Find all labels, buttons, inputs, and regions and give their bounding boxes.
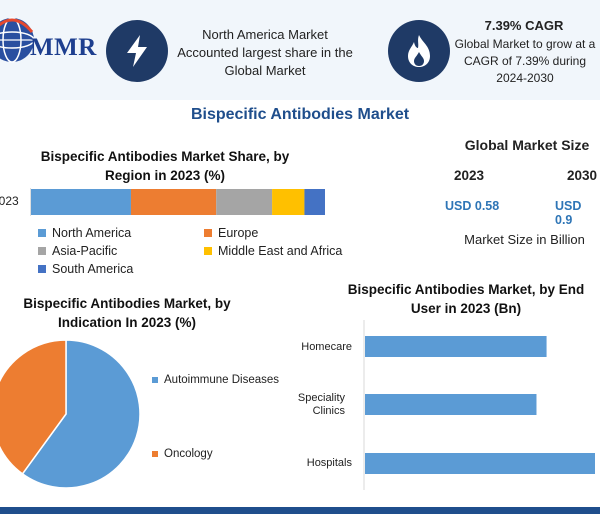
pie-slice-oncology [0, 339, 67, 475]
legend-oncology: Oncology [152, 448, 213, 460]
legend-swatch [152, 377, 158, 383]
region-chart-title: Bispecific Antibodies Market Share, by R… [40, 149, 290, 183]
legend-europe: Europe [204, 226, 258, 240]
main-title: Bispecific Antibodies Market [190, 106, 410, 123]
legend-label: North America [52, 226, 132, 240]
market-size-year-2023: 2023 [454, 168, 485, 183]
enduser-bar-hospitals [365, 453, 595, 474]
legend-swatch [204, 247, 212, 255]
market-size-note: Market Size in Billion [464, 232, 585, 247]
region-segment-asia-pacific [216, 189, 273, 215]
pie-slice-autoimmune-diseases [21, 339, 140, 489]
header-strip [0, 0, 600, 100]
highlight-text-2: Global Market to grow at a CAGR of 7.39%… [454, 37, 596, 85]
legend-north-america: North America [38, 226, 131, 240]
lightning-bolt-icon [127, 35, 147, 67]
market-size-value-2030: USD 0.9 [555, 199, 582, 227]
legend-swatch [38, 247, 46, 255]
legend-swatch [38, 265, 46, 273]
indication-pie-chart [0, 339, 140, 489]
legend-swatch [204, 229, 212, 237]
region-stacked-bar [30, 188, 325, 216]
highlight-icon-1 [106, 20, 168, 82]
logo-text: MMR [30, 34, 97, 61]
legend-label: Middle East and Africa [218, 244, 343, 258]
market-size-value-2023: USD 0.58 [445, 199, 500, 213]
enduser-bar-speciality-clinics [365, 394, 537, 415]
region-segment-south-america [304, 189, 325, 215]
tick-speciality-clinics: Speciality Clinics [297, 392, 345, 417]
cagr-title: 7.39% CAGR [484, 18, 564, 33]
legend-label: Asia-Pacific [52, 244, 118, 258]
tick-homecare: Homecare [301, 341, 352, 353]
highlight-text-1: North America Market Accounted largest s… [177, 27, 353, 78]
legend-swatch [152, 451, 158, 457]
legend-south-america: South America [38, 262, 133, 276]
region-year-tick: 2023 [0, 194, 19, 208]
market-size-title: Global Market Size [464, 137, 590, 153]
mmr-logo [0, 10, 92, 70]
indication-chart-title: Bispecific Antibodies Market, by Indicat… [23, 296, 231, 330]
highlight-icon-2 [388, 20, 450, 82]
legend-autoimmune-diseases: Autoimmune Diseases [152, 374, 279, 386]
bottom-accent-line [0, 507, 600, 514]
market-size-year-2030: 2030 [567, 168, 598, 183]
legend-middle-east-africa: Middle East and Africa [204, 244, 342, 258]
globe-icon [0, 17, 35, 63]
legend-label: Oncology [164, 448, 213, 460]
region-segment-north-america [31, 189, 131, 215]
enduser-bar-chart [363, 320, 595, 490]
region-segment-middle-east-and-africa [272, 189, 305, 215]
region-segment-europe [130, 189, 217, 215]
tick-hospitals: Hospitals [306, 457, 352, 469]
legend-swatch [38, 229, 46, 237]
legend-label: Europe [218, 226, 259, 240]
legend-label: South America [52, 262, 134, 276]
legend-label: Autoimmune Diseases [164, 374, 280, 386]
region-legend: North America Europe Asia-Pacific Middle… [38, 226, 358, 280]
legend-asia-pacific: Asia-Pacific [38, 244, 117, 258]
enduser-bar-homecare [365, 336, 547, 357]
flame-icon [408, 35, 430, 67]
enduser-chart-title: Bispecific Antibodies Market, by End Use… [347, 282, 585, 316]
